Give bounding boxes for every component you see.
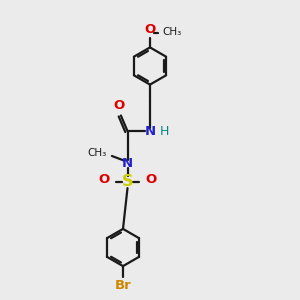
- Text: O: O: [99, 173, 110, 186]
- Text: O: O: [145, 173, 156, 186]
- Text: H: H: [160, 124, 169, 138]
- Text: N: N: [144, 124, 156, 138]
- Text: O: O: [144, 23, 156, 36]
- Text: S: S: [122, 174, 133, 189]
- Text: O: O: [114, 99, 125, 112]
- Text: CH₃: CH₃: [163, 27, 182, 37]
- Text: CH₃: CH₃: [88, 148, 107, 158]
- Text: Br: Br: [115, 279, 131, 292]
- Text: N: N: [122, 157, 133, 170]
